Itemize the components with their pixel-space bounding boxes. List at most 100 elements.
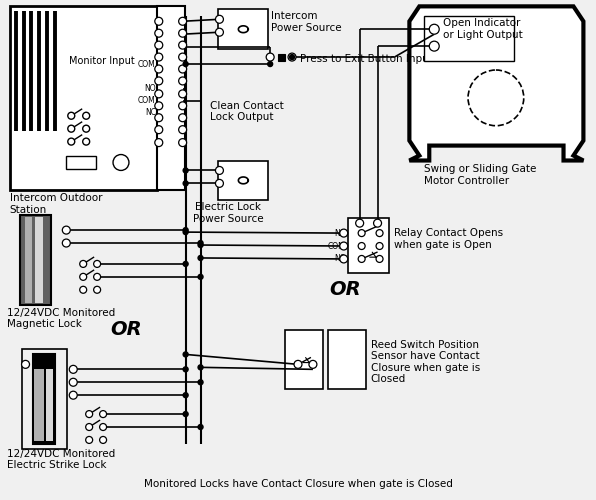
- Circle shape: [155, 114, 163, 122]
- Circle shape: [179, 18, 187, 25]
- Circle shape: [288, 53, 296, 61]
- Circle shape: [68, 138, 74, 145]
- Text: Monitor Input: Monitor Input: [69, 56, 135, 66]
- Circle shape: [155, 29, 163, 37]
- Circle shape: [183, 262, 188, 266]
- Circle shape: [155, 126, 163, 134]
- Circle shape: [83, 138, 89, 145]
- Circle shape: [155, 102, 163, 110]
- Circle shape: [198, 256, 203, 260]
- Circle shape: [80, 286, 86, 294]
- Circle shape: [86, 410, 92, 418]
- Circle shape: [155, 138, 163, 146]
- Circle shape: [94, 260, 101, 268]
- Text: Intercom
Power Source: Intercom Power Source: [271, 12, 342, 33]
- Circle shape: [183, 412, 188, 416]
- Bar: [20, 215, 51, 304]
- Bar: [424, 16, 514, 61]
- Circle shape: [216, 180, 224, 188]
- Circle shape: [155, 18, 163, 25]
- Circle shape: [80, 274, 86, 280]
- Text: Relay Contact Opens
when gate is Open: Relay Contact Opens when gate is Open: [395, 228, 504, 250]
- Text: NC: NC: [145, 108, 156, 118]
- Circle shape: [100, 410, 107, 418]
- Circle shape: [179, 41, 187, 49]
- Circle shape: [68, 125, 74, 132]
- Circle shape: [179, 29, 187, 37]
- Circle shape: [216, 28, 224, 36]
- Bar: [219, 10, 268, 49]
- Circle shape: [358, 242, 365, 250]
- Circle shape: [183, 62, 188, 66]
- Bar: [157, 6, 185, 190]
- Circle shape: [179, 126, 187, 134]
- Bar: [35, 370, 45, 441]
- Circle shape: [94, 286, 101, 294]
- Circle shape: [198, 242, 203, 248]
- Circle shape: [183, 228, 188, 232]
- Bar: [36, 217, 44, 302]
- Circle shape: [266, 53, 274, 61]
- Text: 12/24VDC Monitored
Electric Strike Lock: 12/24VDC Monitored Electric Strike Lock: [7, 449, 115, 470]
- Circle shape: [155, 77, 163, 85]
- Text: Monitored Locks have Contact Closure when gate is Closed: Monitored Locks have Contact Closure whe…: [144, 478, 452, 488]
- Circle shape: [376, 242, 383, 250]
- Bar: [24, 217, 33, 302]
- Circle shape: [21, 360, 29, 368]
- Circle shape: [198, 380, 203, 384]
- Circle shape: [268, 62, 272, 66]
- Circle shape: [86, 436, 92, 444]
- Text: NC: NC: [335, 228, 346, 237]
- Circle shape: [376, 230, 383, 236]
- Text: Electric Lock
Power Source: Electric Lock Power Source: [193, 202, 263, 224]
- Circle shape: [68, 112, 74, 119]
- Text: COM: COM: [138, 96, 156, 106]
- Circle shape: [63, 226, 70, 234]
- Circle shape: [179, 138, 187, 146]
- Circle shape: [216, 166, 224, 174]
- Text: NO: NO: [334, 254, 346, 264]
- Text: Swing or Sliding Gate
Motor Controller: Swing or Sliding Gate Motor Controller: [424, 164, 536, 186]
- Bar: [46, 370, 54, 441]
- Circle shape: [429, 41, 439, 51]
- Text: Reed Switch Position
Sensor have Contact
Closure when gate is
Closed: Reed Switch Position Sensor have Contact…: [371, 340, 480, 384]
- Circle shape: [113, 154, 129, 170]
- Circle shape: [340, 242, 347, 250]
- Circle shape: [216, 16, 224, 24]
- Text: OR: OR: [329, 280, 361, 299]
- Circle shape: [374, 219, 381, 227]
- Text: OR: OR: [110, 320, 142, 339]
- Circle shape: [340, 229, 347, 237]
- Circle shape: [100, 436, 107, 444]
- Circle shape: [183, 230, 188, 234]
- Circle shape: [155, 41, 163, 49]
- Circle shape: [183, 352, 188, 357]
- Bar: [21, 350, 67, 449]
- Text: NO: NO: [144, 84, 156, 94]
- Text: Intercom Outdoor
Station: Intercom Outdoor Station: [10, 194, 102, 215]
- Circle shape: [155, 65, 163, 73]
- Circle shape: [309, 360, 317, 368]
- Circle shape: [83, 112, 89, 119]
- Bar: [278, 54, 285, 61]
- Circle shape: [183, 181, 188, 186]
- Bar: [66, 156, 96, 170]
- Circle shape: [69, 378, 77, 386]
- Polygon shape: [409, 6, 583, 160]
- Circle shape: [63, 239, 70, 247]
- Circle shape: [468, 70, 524, 126]
- Circle shape: [340, 255, 347, 263]
- Text: COM: COM: [138, 60, 156, 68]
- Circle shape: [69, 391, 77, 399]
- Circle shape: [69, 366, 77, 374]
- Circle shape: [294, 360, 302, 368]
- Bar: [219, 160, 268, 200]
- Circle shape: [155, 90, 163, 98]
- Circle shape: [356, 219, 364, 227]
- Text: Open Indicator
or Light Output: Open Indicator or Light Output: [443, 18, 523, 40]
- Circle shape: [83, 125, 89, 132]
- Bar: [347, 218, 390, 273]
- Circle shape: [429, 24, 439, 34]
- Circle shape: [358, 230, 365, 236]
- Circle shape: [198, 274, 203, 280]
